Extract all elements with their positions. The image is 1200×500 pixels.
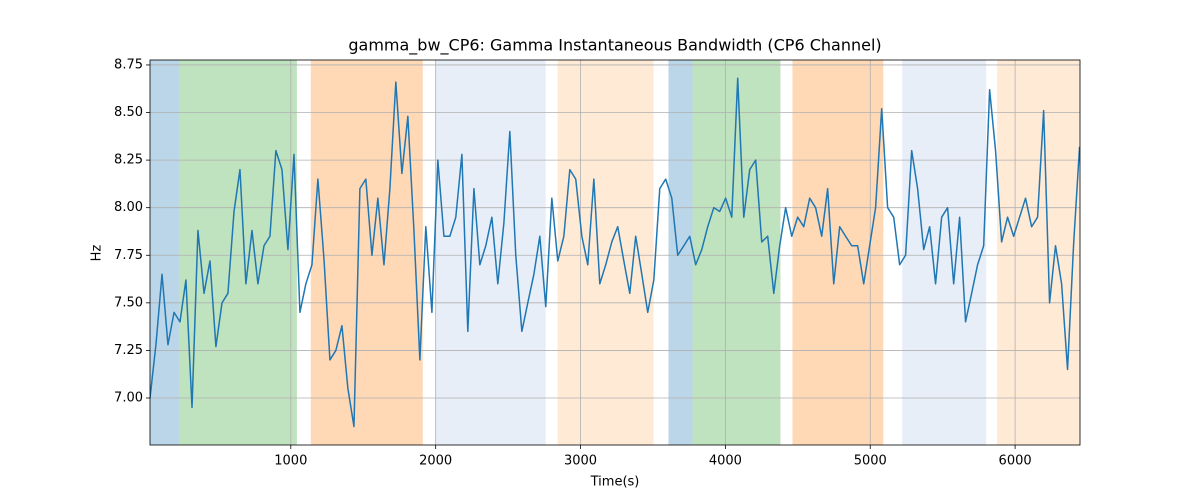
shaded-span [435, 60, 546, 445]
shaded-span [310, 60, 423, 445]
y-tick-label: 7.00 [114, 390, 143, 405]
y-axis-label: Hz [90, 245, 105, 262]
y-tick-label: 7.25 [114, 343, 143, 358]
shaded-span [997, 60, 1080, 445]
x-axis-label: Time(s) [590, 475, 640, 490]
x-tick-label: 4000 [709, 454, 742, 469]
y-tick-label: 7.50 [114, 295, 143, 310]
shaded-span [792, 60, 884, 445]
shaded-span [150, 60, 179, 445]
x-tick-label: 1000 [274, 454, 307, 469]
x-tick-label: 2000 [419, 454, 452, 469]
shaded-span [902, 60, 987, 445]
y-tick-label: 8.50 [114, 105, 143, 120]
x-tick-label: 5000 [854, 454, 887, 469]
shaded-span [557, 60, 654, 445]
plot-frame [149, 59, 1081, 446]
data-line [150, 77, 1080, 428]
y-tick-label: 8.00 [114, 200, 143, 215]
y-tick-label: 7.75 [114, 248, 143, 263]
x-tick-label: 6000 [999, 454, 1032, 469]
shaded-span [178, 60, 297, 445]
x-tick-label: 3000 [564, 454, 597, 469]
y-tick-label: 8.75 [114, 57, 143, 72]
y-tick-label: 8.25 [114, 153, 143, 168]
shaded-span [668, 60, 693, 445]
chart-title: gamma_bw_CP6: Gamma Instantaneous Bandwi… [348, 36, 881, 56]
